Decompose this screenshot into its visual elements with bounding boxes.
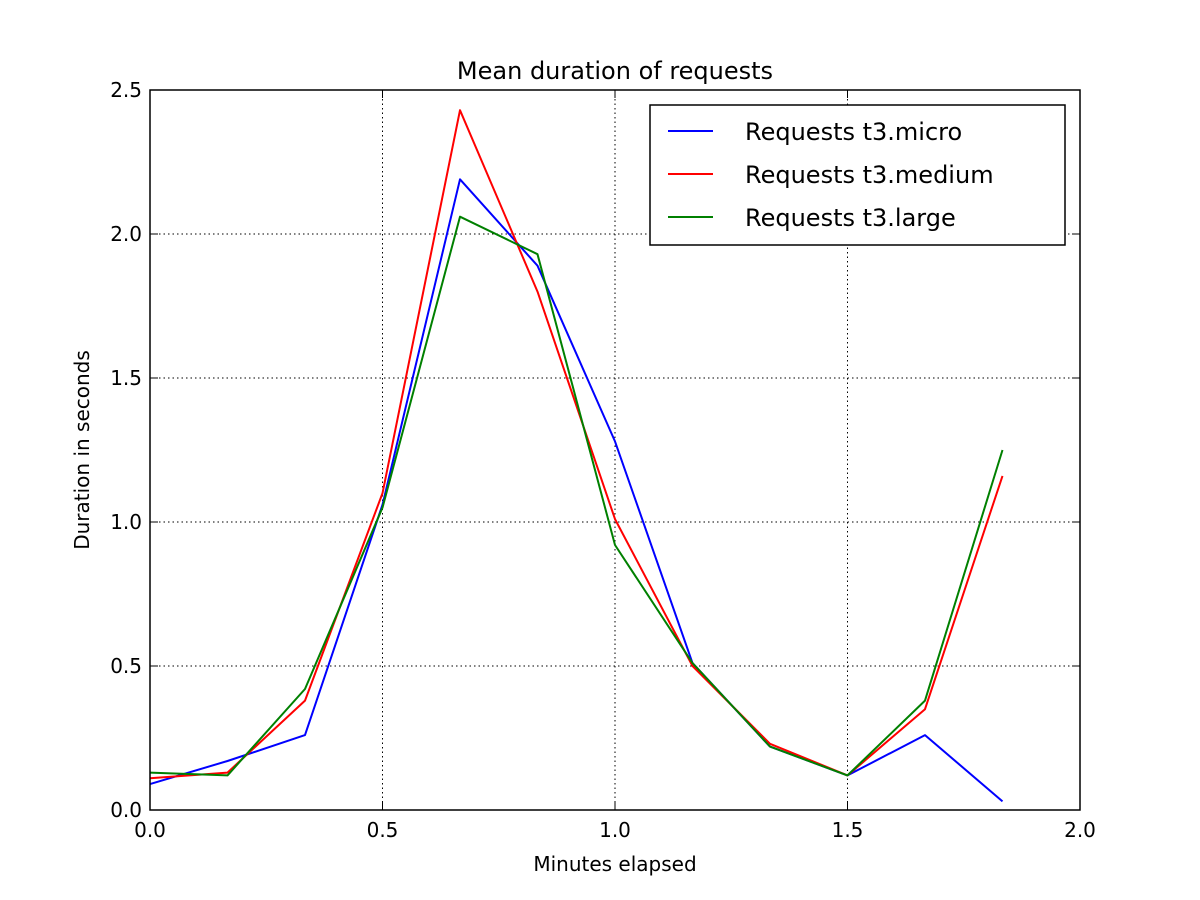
x-axis-label: Minutes elapsed [533,852,696,876]
x-tick-label: 1.0 [599,818,631,842]
legend-label-3: Requests t3.large [745,204,956,232]
grid-lines [150,90,1080,810]
y-tick-label: 1.5 [110,366,142,390]
series-line-3 [149,215,1004,777]
y-tick-label: 2.5 [110,78,142,102]
legend: Requests t3.micro Requests t3.medium Reque… [649,104,1066,246]
series-lines [149,109,1004,803]
x-tick-label: 2.0 [1064,818,1096,842]
legend-label-1: Requests t3.micro [745,118,962,146]
x-tick-label: 0.0 [134,818,166,842]
y-tick-label: 0.5 [110,654,142,678]
chart-title: Mean duration of requests [457,57,773,85]
axis-ticks: 0.0 0.5 1.0 1.5 2.0 0.0 0.5 1.0 1.5 2.0 2.5 [110,78,1096,842]
series-line-2 [149,109,1004,780]
y-tick-label: 2.0 [110,222,142,246]
x-tick-label: 1.5 [832,818,864,842]
series-line-1 [149,178,1004,803]
y-tick-label: 0.0 [110,798,142,822]
x-tick-label: 0.5 [367,818,399,842]
legend-box [649,104,1066,246]
y-tick-label: 1.0 [110,510,142,534]
legend-label-2: Requests t3.medium [745,161,994,189]
y-axis-label: Duration in seconds [70,350,94,550]
